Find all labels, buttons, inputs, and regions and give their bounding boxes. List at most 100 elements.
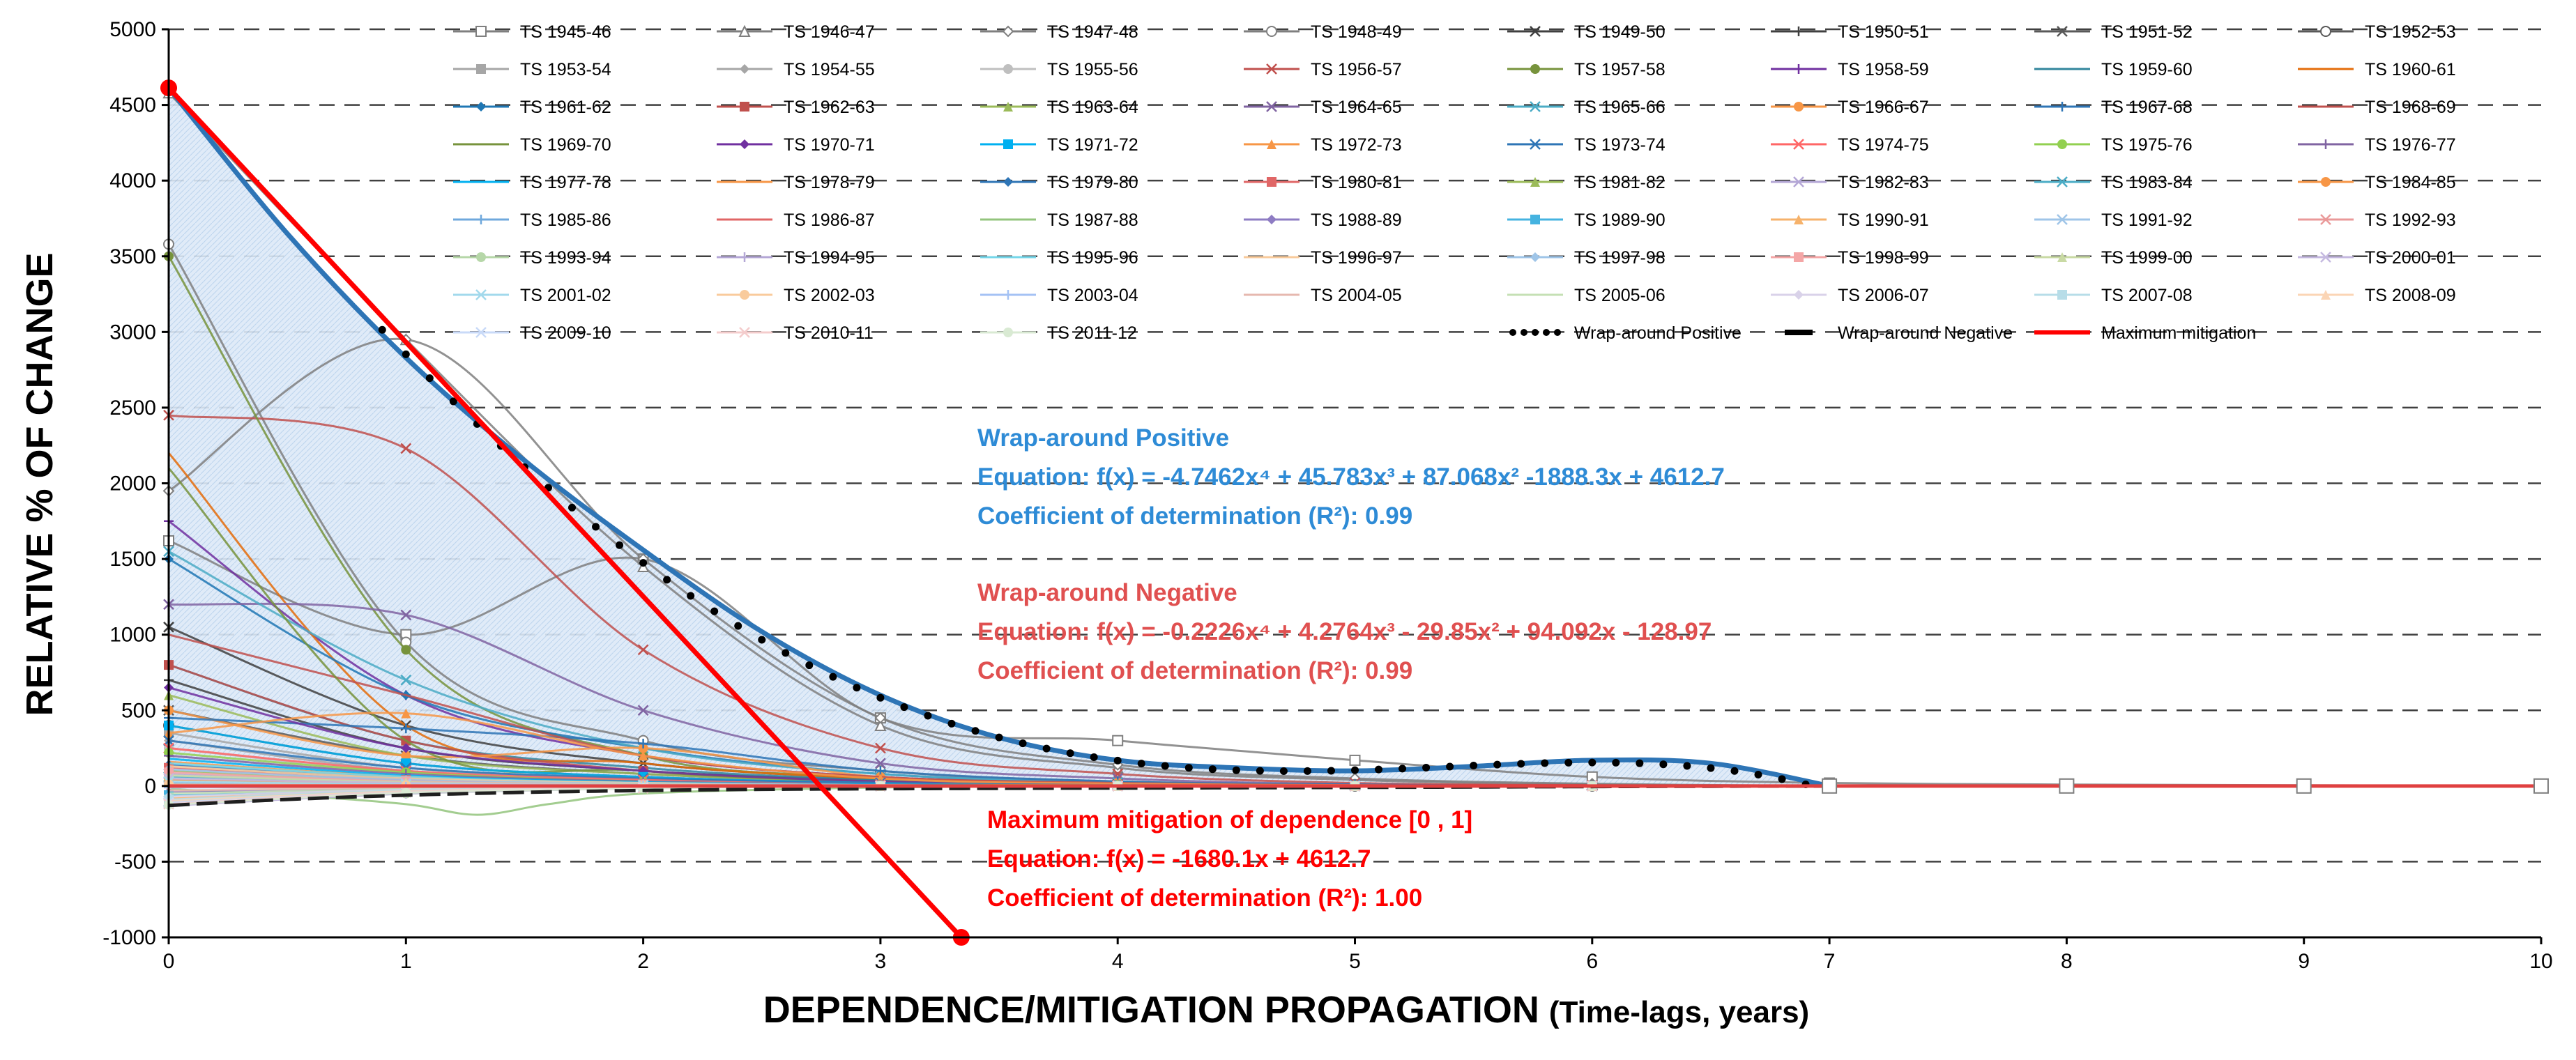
annotation-line: Coefficient of determination (R²): 0.99 — [977, 502, 1412, 530]
legend-marker — [476, 215, 486, 224]
data-point — [874, 719, 887, 731]
legend-item: TS 2003-04 — [980, 286, 1138, 305]
data-point — [401, 645, 411, 655]
legend-item: TS 1996-97 — [1244, 248, 1402, 268]
legend-label: TS 1962-63 — [784, 98, 875, 117]
legend-label: TS 1960-61 — [2365, 60, 2456, 79]
annotation-line: Coefficient of determination (R²): 1.00 — [987, 884, 1422, 912]
legend-marker — [2057, 102, 2067, 112]
annotation-line: Coefficient of determination (R²): 0.99 — [977, 657, 1412, 684]
legend-marker — [2320, 252, 2331, 263]
legend-marker — [1793, 176, 1804, 187]
legend-label: TS 2001-02 — [520, 286, 611, 305]
y-tick-label: 4500 — [109, 94, 156, 117]
tail-marker — [2059, 778, 2075, 794]
legend-marker — [475, 327, 487, 338]
envelope-fill — [169, 88, 1830, 786]
legend-label: TS 1951-52 — [2101, 22, 2193, 42]
legend-label: TS 1981-82 — [1574, 173, 1666, 192]
legend-label: TS 1959-60 — [2101, 60, 2193, 79]
fit-dot — [1137, 760, 1145, 768]
annotation-line: Wrap-around Positive — [977, 424, 1229, 452]
legend-label: TS 1999-00 — [2101, 248, 2193, 268]
wrap-around-positive-fit — [378, 325, 1810, 789]
fit-dot — [734, 622, 742, 630]
legend-marker — [1794, 64, 1804, 74]
fit-dot — [1303, 767, 1311, 775]
data-point — [400, 674, 412, 686]
legend-marker — [476, 102, 486, 112]
data-point — [637, 644, 649, 656]
data-point — [875, 742, 886, 754]
fit-dot — [616, 541, 624, 549]
fit-dot — [1446, 762, 1454, 771]
fit-dot — [639, 559, 648, 567]
legend-label: TS 1964-65 — [1311, 98, 1402, 117]
legend-dot — [1554, 329, 1561, 336]
legend-item: TS 2009-10 — [453, 323, 611, 343]
legend-label: TS 1984-85 — [2365, 173, 2456, 192]
y-tick-label: 2000 — [109, 473, 156, 496]
data-point — [638, 739, 648, 749]
legend-item-max-mitigation: Maximum mitigation — [2034, 323, 2256, 343]
legend-label: TS 1970-71 — [784, 135, 875, 155]
legend-marker — [1003, 328, 1013, 337]
legend-label: TS 1968-69 — [2365, 98, 2456, 117]
legend-item: TS 1994-95 — [717, 248, 875, 268]
legend-item: TS 1955-56 — [980, 60, 1138, 79]
legend-item: TS 1949-50 — [1507, 22, 1666, 42]
legend-label: TS 1973-74 — [1574, 135, 1666, 155]
legend-marker — [2057, 176, 2068, 187]
legend-label: TS 1995-96 — [1047, 248, 1138, 268]
legend-marker — [1794, 252, 1804, 262]
fit-dot — [1184, 764, 1193, 772]
legend-dot — [1521, 329, 1527, 336]
x-tick-label: 7 — [1824, 950, 1836, 973]
legend-marker — [476, 252, 486, 262]
legend-marker — [2057, 139, 2067, 149]
legend-marker — [2057, 252, 2067, 262]
legend-label: TS 1987-88 — [1047, 210, 1138, 230]
fit-dot — [1636, 759, 1644, 767]
legend-item: TS 1959-60 — [2034, 60, 2193, 79]
fit-dot — [924, 712, 932, 720]
fit-dot — [1588, 758, 1596, 767]
y-tick-label: 5000 — [109, 18, 156, 41]
legend-label: TS 1969-70 — [520, 135, 611, 155]
y-tick-label: 1500 — [109, 548, 156, 571]
legend-label: Wrap-around Positive — [1574, 323, 1742, 343]
legend-item: TS 1962-63 — [717, 98, 875, 117]
data-point — [401, 743, 411, 753]
legend-item-wrap-negative: Wrap-around Negative — [1785, 323, 2013, 343]
fit-dot — [710, 607, 719, 615]
fit-dot — [876, 693, 885, 702]
fit-dot — [1042, 744, 1051, 753]
legend-label: TS 1967-68 — [2101, 98, 2193, 117]
tail-marker — [2533, 778, 2549, 794]
fit-dot — [758, 636, 766, 644]
legend-marker — [475, 26, 487, 37]
legend-marker — [1267, 139, 1276, 149]
legend-item: TS 1980-81 — [1244, 173, 1402, 192]
legend-item-wrap-positive: Wrap-around Positive — [1509, 323, 1742, 343]
legend-marker — [1267, 177, 1276, 187]
legend-marker — [2057, 290, 2067, 300]
legend-item: TS 1961-62 — [453, 98, 611, 117]
legend-marker — [1003, 177, 1013, 187]
fit-dot — [1351, 766, 1359, 774]
legend-label: TS 1990-91 — [1838, 210, 1929, 230]
legend-label: TS 2000-01 — [2365, 248, 2456, 268]
fit-dot — [1279, 767, 1288, 775]
legend-marker — [476, 64, 486, 74]
annotation-max-mitigation: Maximum mitigation of dependence [0 , 1]… — [987, 806, 1472, 912]
fit-dot — [1208, 765, 1217, 774]
legend-marker — [1794, 215, 1804, 224]
legend-item: TS 1963-64 — [980, 98, 1138, 117]
annotation-line: Wrap-around Negative — [977, 579, 1237, 606]
fit-dot — [853, 684, 861, 692]
legend-label: TS 2003-04 — [1047, 286, 1138, 305]
legend-item: TS 1977-78 — [453, 173, 611, 192]
fit-dot — [1659, 760, 1668, 769]
legend-label: TS 1976-77 — [2365, 135, 2456, 155]
